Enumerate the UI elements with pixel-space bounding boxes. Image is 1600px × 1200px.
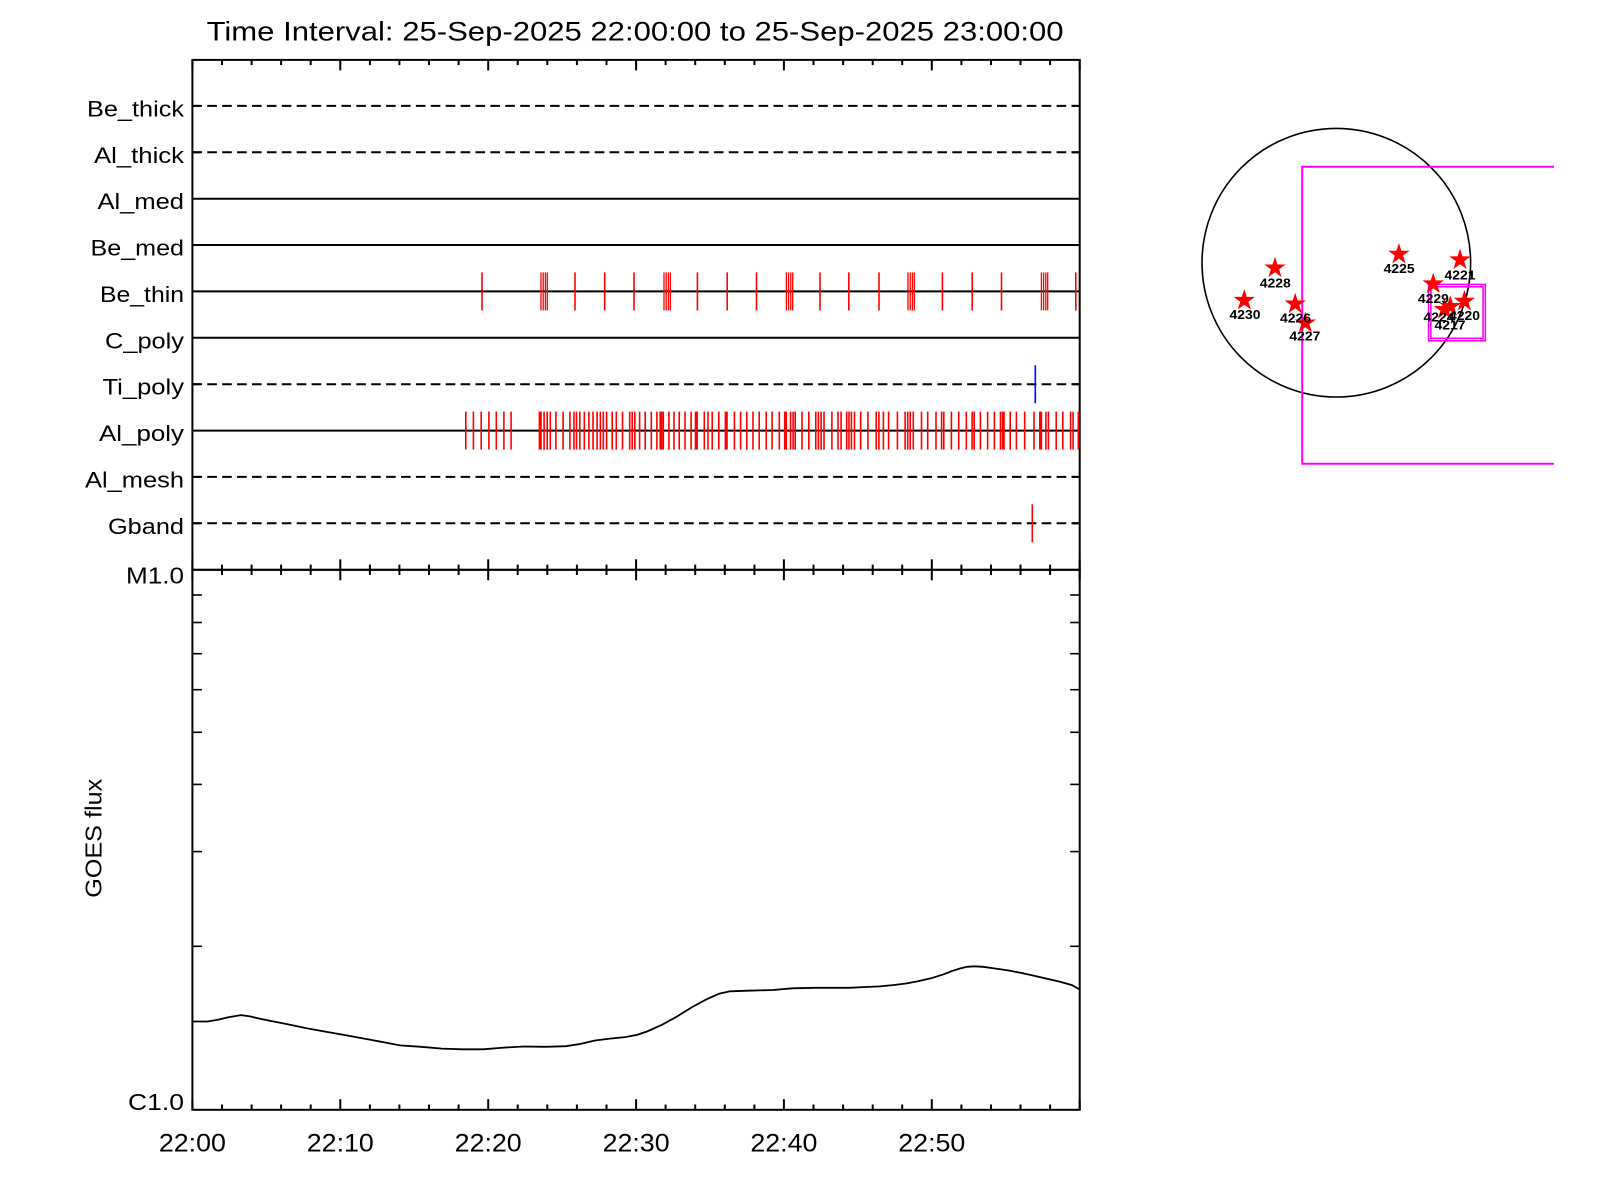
svg-text:Al_thick: Al_thick xyxy=(94,143,185,168)
svg-text:4229: 4229 xyxy=(1418,291,1449,306)
svg-text:GOES flux: GOES flux xyxy=(80,778,106,898)
svg-text:Al_mesh: Al_mesh xyxy=(85,467,184,492)
svg-text:Be_med: Be_med xyxy=(91,236,185,261)
svg-text:4220: 4220 xyxy=(1449,308,1480,323)
svg-text:Time Interval: 25-Sep-2025 22:: Time Interval: 25-Sep-2025 22:00:00 to 2… xyxy=(207,16,1064,46)
svg-text:4230: 4230 xyxy=(1230,307,1261,322)
svg-text:Al_poly: Al_poly xyxy=(99,421,184,446)
svg-text:C_poly: C_poly xyxy=(105,328,184,353)
svg-text:4228: 4228 xyxy=(1260,276,1291,291)
svg-text:22:00: 22:00 xyxy=(159,1129,226,1157)
svg-text:4224: 4224 xyxy=(1424,309,1456,324)
svg-text:22:40: 22:40 xyxy=(750,1129,817,1157)
svg-text:Ti_poly: Ti_poly xyxy=(103,375,185,400)
svg-text:22:10: 22:10 xyxy=(307,1129,374,1157)
svg-text:22:50: 22:50 xyxy=(898,1129,965,1157)
svg-text:4227: 4227 xyxy=(1289,329,1320,344)
svg-text:Gband: Gband xyxy=(108,514,184,539)
svg-text:4221: 4221 xyxy=(1445,267,1476,282)
svg-text:4225: 4225 xyxy=(1384,261,1415,276)
svg-text:Be_thick: Be_thick xyxy=(87,96,185,121)
svg-text:4226: 4226 xyxy=(1280,311,1311,326)
svg-text:C1.0: C1.0 xyxy=(128,1089,184,1115)
svg-text:Al_med: Al_med xyxy=(98,189,185,214)
svg-text:22:20: 22:20 xyxy=(455,1129,522,1157)
svg-text:4217: 4217 xyxy=(1435,317,1466,332)
svg-text:22:30: 22:30 xyxy=(603,1129,670,1157)
svg-text:Be_thin: Be_thin xyxy=(100,282,184,307)
svg-text:M1.0: M1.0 xyxy=(126,563,184,589)
